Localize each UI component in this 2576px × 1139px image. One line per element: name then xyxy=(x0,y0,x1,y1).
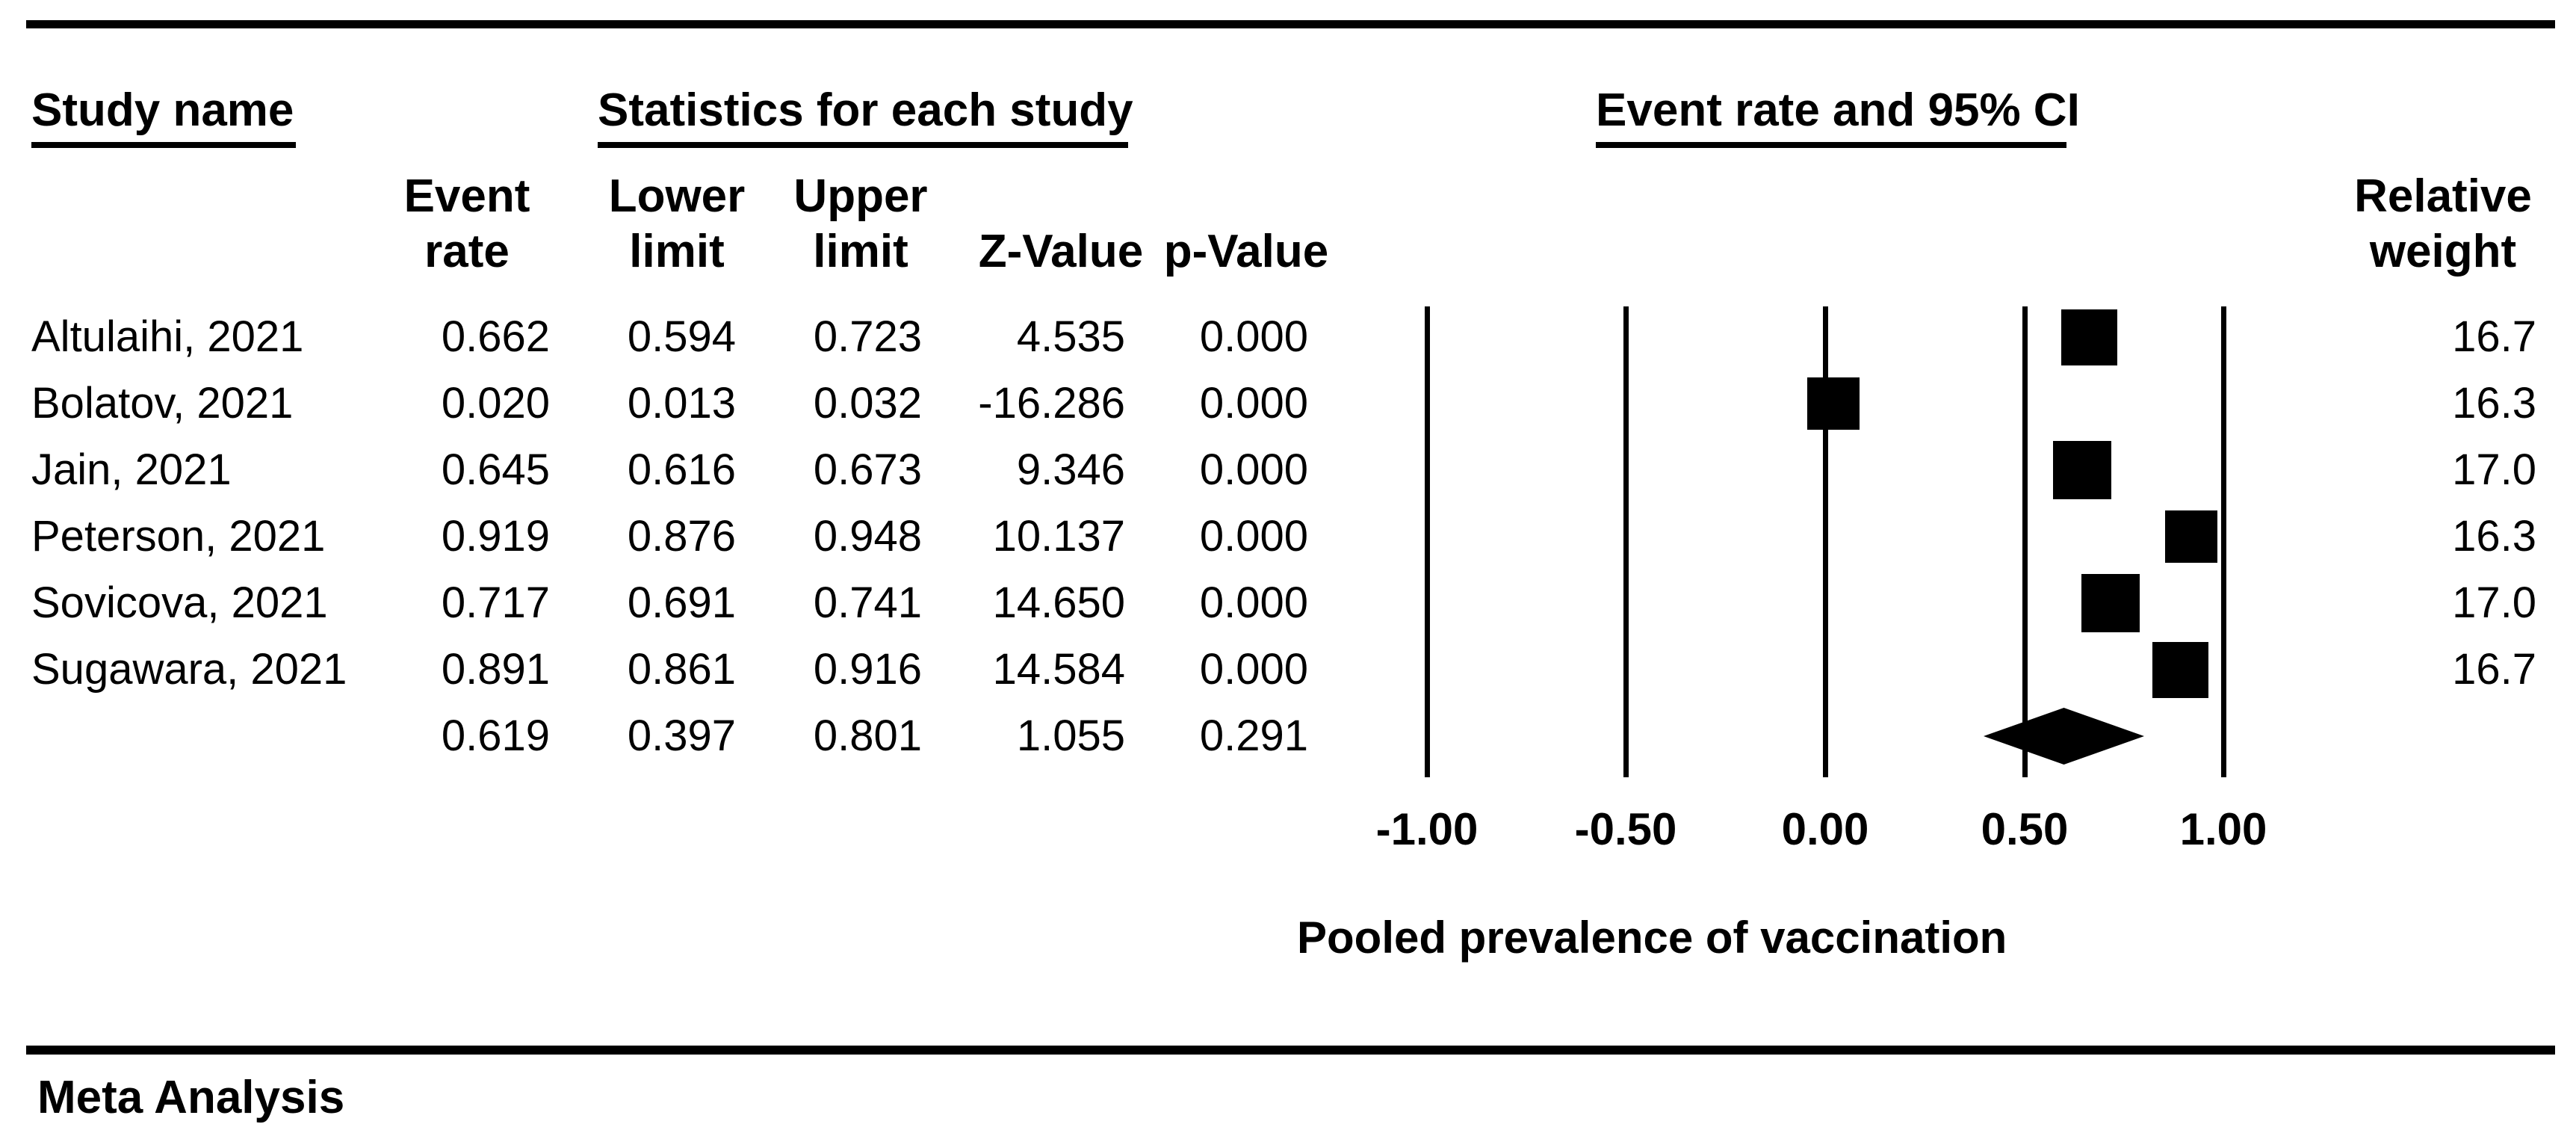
study-row-relative-weight-cell: 17.0 xyxy=(2452,445,2536,494)
column-header-line: Lower xyxy=(608,170,746,222)
forest-square xyxy=(2053,441,2111,499)
study-row-z-value-cell: 4.535 xyxy=(1016,312,1125,361)
study-row-p-value-cell: 0.000 xyxy=(1199,512,1308,561)
study-row-event-rate-cell: 0.662 xyxy=(441,312,550,361)
study-row-z-value-cell: 9.346 xyxy=(1016,445,1125,494)
study-row-p-value-cell: 0.000 xyxy=(1199,312,1308,361)
study-row-p-value-cell: 0.000 xyxy=(1199,379,1308,427)
study-row: Altulaihi, 2021 0.662 0.594 0.723 4.535 0.000… xyxy=(0,310,2576,364)
axis-gridline xyxy=(1623,306,1629,777)
statistics-header: Statistics for each study xyxy=(598,84,1133,148)
study-row-upper-limit-cell: 0.916 xyxy=(813,645,922,694)
study-row-upper-limit-cell: 0.723 xyxy=(813,312,922,361)
study-row-p-value-cell: 0.000 xyxy=(1199,645,1308,694)
study-row-event-rate-cell: 0.919 xyxy=(441,512,550,561)
pooled-row-upper-limit-cell: 0.801 xyxy=(813,712,922,760)
study-row-lower-limit-cell: 0.876 xyxy=(627,512,736,561)
study-row: Jain, 2021 0.645 0.616 0.673 9.346 0.000 17.0 xyxy=(0,443,2576,497)
pooled-row-p-value-cell: 0.291 xyxy=(1199,712,1308,760)
study-name-header: Study name xyxy=(31,84,296,148)
study-row-upper-limit-cell: 0.032 xyxy=(813,379,922,427)
column-header-line: rate xyxy=(424,226,510,277)
bottom-rule xyxy=(26,1046,2555,1055)
axis-gridline xyxy=(1425,306,1430,777)
column-header-p-value: p-Value xyxy=(1163,226,1329,277)
column-header-event-rate: Event rate xyxy=(355,169,579,280)
column-header-line: Relative xyxy=(2354,170,2532,222)
pooled-row: 0.619 0.397 0.801 1.055 0.291 xyxy=(0,709,2576,763)
study-row-relative-weight-cell: 16.3 xyxy=(2452,512,2536,561)
forest-square xyxy=(2152,642,2208,698)
study-row-lower-limit-cell: 0.013 xyxy=(627,379,736,427)
study-row-relative-weight-cell: 17.0 xyxy=(2452,578,2536,627)
study-row: Sovicova, 2021 0.717 0.691 0.741 14.650 0.000… xyxy=(0,576,2576,630)
top-rule xyxy=(26,20,2555,28)
study-row-z-value-cell: 10.137 xyxy=(992,512,1125,561)
column-header-line: Upper xyxy=(793,170,928,222)
study-row-z-value-cell: 14.650 xyxy=(992,578,1125,627)
column-header-line: weight xyxy=(2369,226,2517,277)
forest-square xyxy=(2081,574,2140,632)
study-row-name-cell: Altulaihi, 2021 xyxy=(31,312,304,361)
study-row-lower-limit-cell: 0.691 xyxy=(627,578,736,627)
axis-gridline xyxy=(1823,306,1828,777)
meta-analysis-label: Meta Analysis xyxy=(37,1072,345,1123)
column-header-line: limit xyxy=(629,226,725,277)
pooled-row-lower-limit-cell: 0.397 xyxy=(627,712,736,760)
study-row-p-value-cell: 0.000 xyxy=(1199,578,1308,627)
study-row-upper-limit-cell: 0.673 xyxy=(813,445,922,494)
study-row-event-rate-cell: 0.020 xyxy=(441,379,550,427)
pooled-row-event-rate-cell: 0.619 xyxy=(441,712,550,760)
study-row-z-value-cell: -16.286 xyxy=(978,379,1125,427)
study-row-name-cell: Jain, 2021 xyxy=(31,445,232,494)
column-header-relative-weight: Relative weight xyxy=(2331,169,2555,280)
study-row-name-cell: Bolatov, 2021 xyxy=(31,379,294,427)
study-row-lower-limit-cell: 0.594 xyxy=(627,312,736,361)
study-row: Sugawara, 2021 0.891 0.861 0.916 14.584 0.000… xyxy=(0,643,2576,697)
axis-tick-label: 0.50 xyxy=(1981,804,2069,854)
study-row-relative-weight-cell: 16.7 xyxy=(2452,645,2536,694)
study-row-z-value-cell: 14.584 xyxy=(992,645,1125,694)
study-row-upper-limit-cell: 0.741 xyxy=(813,578,922,627)
column-header-line: Event xyxy=(403,170,530,222)
study-row-name-cell: Sugawara, 2021 xyxy=(31,645,347,694)
axis-tick-label: -1.00 xyxy=(1375,804,1479,854)
x-axis-title: Pooled prevalence of vaccination xyxy=(1297,913,2007,963)
study-row-event-rate-cell: 0.891 xyxy=(441,645,550,694)
column-header-z-value: Z-Value xyxy=(978,226,1144,277)
forest-square xyxy=(1807,377,1860,430)
study-row-p-value-cell: 0.000 xyxy=(1199,445,1308,494)
study-row-upper-limit-cell: 0.948 xyxy=(813,512,922,561)
study-row-name-cell: Peterson, 2021 xyxy=(31,512,326,561)
study-row-name-cell: Sovicova, 2021 xyxy=(31,578,328,627)
axis-tick-label: 0.00 xyxy=(1781,804,1869,854)
pooled-row-z-value-cell: 1.055 xyxy=(1016,712,1125,760)
study-row-event-rate-cell: 0.717 xyxy=(441,578,550,627)
axis-gridline xyxy=(2221,306,2226,777)
study-row-relative-weight-cell: 16.7 xyxy=(2452,312,2536,361)
study-row-lower-limit-cell: 0.861 xyxy=(627,645,736,694)
study-row: Bolatov, 2021 0.020 0.013 0.032 -16.286 0.000… xyxy=(0,377,2576,430)
axis-tick-label: 1.00 xyxy=(2179,804,2267,854)
column-header-line: limit xyxy=(813,226,908,277)
axis-tick-label: -0.50 xyxy=(1574,804,1677,854)
study-row-event-rate-cell: 0.645 xyxy=(441,445,550,494)
study-row-lower-limit-cell: 0.616 xyxy=(627,445,736,494)
axis-gridline xyxy=(2022,306,2028,777)
forest-square xyxy=(2165,510,2217,563)
study-row: Peterson, 2021 0.919 0.876 0.948 10.137 0.000… xyxy=(0,510,2576,564)
study-row-relative-weight-cell: 16.3 xyxy=(2452,379,2536,427)
forest-square xyxy=(2061,309,2117,365)
event-rate-ci-header: Event rate and 95% CI xyxy=(1596,84,2080,148)
column-header-upper-limit: Upper limit xyxy=(749,169,973,280)
column-header-lower-limit: Lower limit xyxy=(565,169,789,280)
